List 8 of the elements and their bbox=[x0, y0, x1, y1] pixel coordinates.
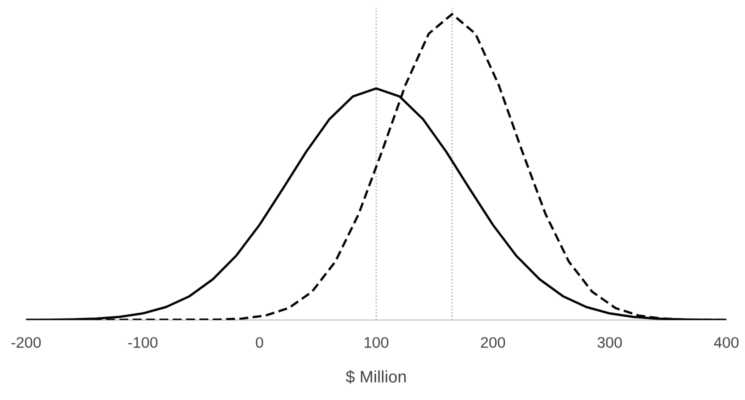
x-tick-label: 300 bbox=[597, 337, 622, 348]
x-tick-label: 200 bbox=[480, 337, 506, 348]
x-tick-label: -100 bbox=[128, 337, 158, 348]
x-tick-label: 0 bbox=[256, 337, 264, 348]
x-axis-title: $ Million bbox=[346, 370, 406, 384]
x-tick-label: -200 bbox=[11, 337, 41, 348]
x-tick-label: 400 bbox=[714, 337, 739, 348]
x-tick-label: 100 bbox=[364, 337, 388, 348]
